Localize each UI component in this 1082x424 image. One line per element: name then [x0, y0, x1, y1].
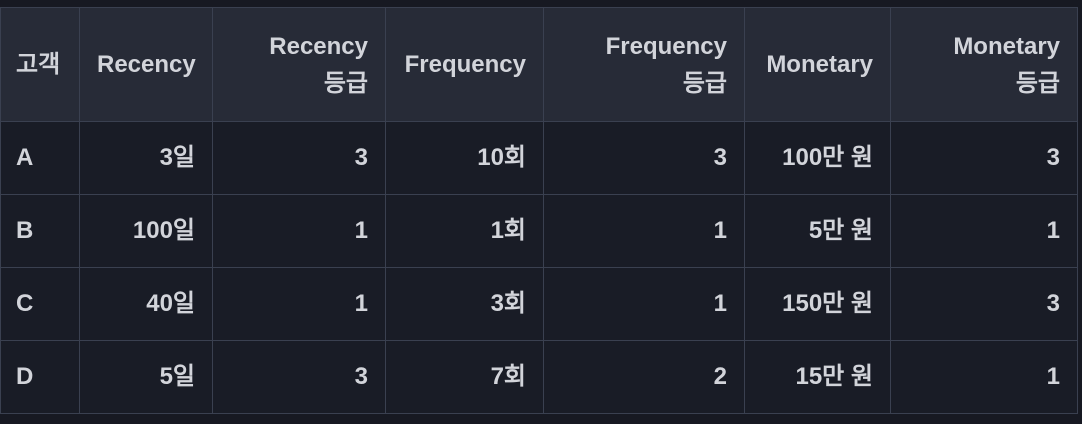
- cell-monetary: 5만 원: [744, 194, 891, 268]
- cell-frequency-grade: 1: [543, 267, 745, 341]
- cell-recency-grade: 1: [212, 267, 386, 341]
- column-header-monetary: Monetary: [744, 7, 891, 122]
- cell-monetary: 150만 원: [744, 267, 891, 341]
- cell-frequency: 3회: [385, 267, 544, 341]
- cell-customer: B: [0, 194, 80, 268]
- cell-recency-grade: 3: [212, 340, 386, 414]
- header-line-2: 등급: [323, 69, 368, 97]
- table-row-customer-c: C 40일 1 3회 1 150만 원 3: [0, 267, 1078, 341]
- header-line-1: Frequency: [605, 32, 727, 60]
- cell-frequency-grade: 2: [543, 340, 745, 414]
- table-row-customer-d: D 5일 3 7회 2 15만 원 1: [0, 340, 1078, 414]
- cell-recency-grade: 1: [212, 194, 386, 268]
- cell-monetary: 15만 원: [744, 340, 891, 414]
- cell-customer: A: [0, 121, 80, 195]
- table-header: 고객 Recency Recency 등급 Frequency Frequenc…: [0, 7, 1078, 122]
- column-header-customer: 고객: [0, 7, 80, 122]
- cell-customer: D: [0, 340, 80, 414]
- cell-recency: 3일: [79, 121, 213, 195]
- cell-frequency-grade: 1: [543, 194, 745, 268]
- header-line-2: 등급: [1015, 69, 1060, 97]
- cell-frequency: 1회: [385, 194, 544, 268]
- cell-recency: 5일: [79, 340, 213, 414]
- table-row-customer-b: B 100일 1 1회 1 5만 원 1: [0, 194, 1078, 268]
- cell-monetary-grade: 3: [890, 267, 1078, 341]
- column-header-frequency: Frequency: [385, 7, 544, 122]
- cell-monetary-grade: 1: [890, 340, 1078, 414]
- cell-frequency-grade: 3: [543, 121, 745, 195]
- column-header-recency-grade: Recency 등급: [212, 7, 386, 122]
- header-line-2: 등급: [682, 69, 727, 97]
- cell-customer: C: [0, 267, 80, 341]
- cell-frequency: 10회: [385, 121, 544, 195]
- cell-monetary: 100만 원: [744, 121, 891, 195]
- column-header-frequency-grade: Frequency 등급: [543, 7, 745, 122]
- rfm-table: 고객 Recency Recency 등급 Frequency Frequenc…: [0, 7, 1078, 414]
- column-header-monetary-grade: Monetary 등급: [890, 7, 1078, 122]
- cell-monetary-grade: 1: [890, 194, 1078, 268]
- table-row-customer-a: A 3일 3 10회 3 100만 원 3: [0, 121, 1078, 195]
- header-row: 고객 Recency Recency 등급 Frequency Frequenc…: [0, 7, 1078, 122]
- header-line-1: Recency: [269, 32, 368, 60]
- column-header-recency: Recency: [79, 7, 213, 122]
- header-line-1: Monetary: [953, 32, 1060, 60]
- cell-frequency: 7회: [385, 340, 544, 414]
- cell-recency-grade: 3: [212, 121, 386, 195]
- cell-monetary-grade: 3: [890, 121, 1078, 195]
- cell-recency: 100일: [79, 194, 213, 268]
- table-body: A 3일 3 10회 3 100만 원 3 B 100일 1 1회 1 5만 원…: [0, 121, 1078, 414]
- cell-recency: 40일: [79, 267, 213, 341]
